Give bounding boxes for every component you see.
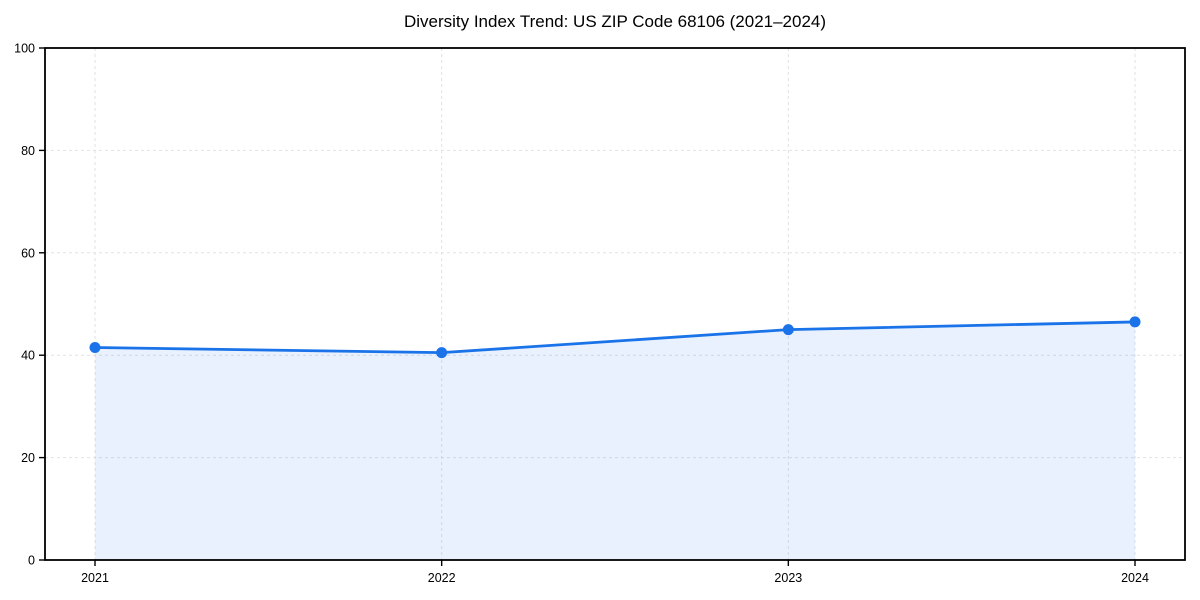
- y-tick-label: 20: [21, 451, 35, 465]
- axes-spine-box: [44, 47, 1186, 561]
- trend-line: [93, 320, 1137, 355]
- area-fill: [95, 321, 1135, 560]
- data-point-2024: [1129, 316, 1141, 328]
- data-point-2022: [436, 347, 448, 359]
- y-tick-label: 80: [21, 144, 35, 158]
- x-tick-label: 2023: [774, 571, 802, 585]
- x-tick-label: 2021: [81, 571, 109, 585]
- y-tick-label: 40: [21, 349, 35, 363]
- y-tick-label: 60: [21, 246, 35, 260]
- chart-title: Diversity Index Trend: US ZIP Code 68106…: [403, 12, 827, 31]
- x-tick-label: 2024: [1121, 571, 1149, 585]
- data-point-2021: [89, 342, 101, 354]
- x-tick-label: 2022: [428, 571, 456, 585]
- y-tick-label: 100: [14, 42, 35, 56]
- y-tick-label: 0: [28, 554, 35, 568]
- data-point-2023: [782, 324, 794, 336]
